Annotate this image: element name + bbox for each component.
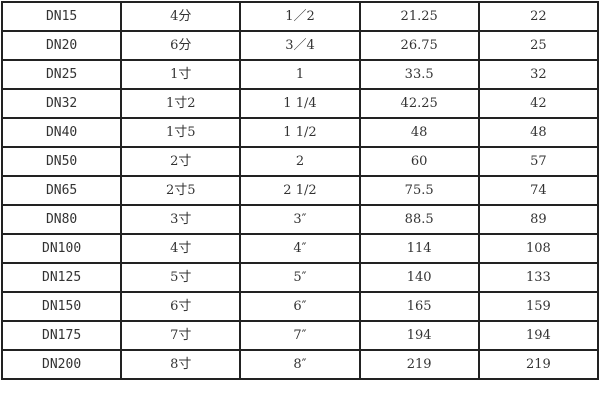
table-row: DN50 2寸 2 60 57 bbox=[0, 146, 600, 177]
cell-chinese-size: 6寸 bbox=[120, 291, 242, 322]
cell-nominal-diameter: DN50 bbox=[0, 146, 123, 177]
cell-outer-diameter-b: 133 bbox=[477, 262, 600, 293]
cell-nominal-diameter: DN200 bbox=[0, 349, 123, 380]
cell-outer-diameter-b: 74 bbox=[477, 175, 600, 206]
cell-inch-size: 4″ bbox=[239, 233, 361, 264]
table-row: DN125 5寸 5″ 140 133 bbox=[0, 262, 600, 293]
cell-nominal-diameter: DN40 bbox=[0, 117, 123, 148]
cell-nominal-diameter: DN20 bbox=[0, 30, 123, 61]
cell-outer-diameter-b: 42 bbox=[477, 88, 600, 119]
cell-inch-size: 1／2 bbox=[239, 1, 361, 32]
cell-outer-diameter-b: 108 bbox=[477, 233, 600, 264]
cell-outer-diameter-a: 88.5 bbox=[358, 204, 480, 235]
cell-nominal-diameter: DN100 bbox=[0, 233, 123, 264]
cell-outer-diameter-a: 194 bbox=[358, 320, 480, 351]
cell-outer-diameter-a: 114 bbox=[358, 233, 480, 264]
cell-outer-diameter-a: 48 bbox=[358, 117, 480, 148]
cell-inch-size: 8″ bbox=[239, 349, 361, 380]
cell-inch-size: 7″ bbox=[239, 320, 361, 351]
cell-outer-diameter-a: 33.5 bbox=[358, 59, 480, 90]
table-row: DN150 6寸 6″ 165 159 bbox=[0, 291, 600, 322]
table-row: DN20 6分 3／4 26.75 25 bbox=[0, 30, 600, 61]
cell-nominal-diameter: DN32 bbox=[0, 88, 123, 119]
cell-inch-size: 2 bbox=[239, 146, 361, 177]
cell-outer-diameter-b: 57 bbox=[477, 146, 600, 177]
cell-inch-size: 1 1/4 bbox=[239, 88, 361, 119]
table-row: DN200 8寸 8″ 219 219 bbox=[0, 349, 600, 380]
cell-outer-diameter-b: 32 bbox=[477, 59, 600, 90]
cell-outer-diameter-a: 21.25 bbox=[358, 1, 480, 32]
cell-chinese-size: 8寸 bbox=[120, 349, 242, 380]
table-row: DN100 4寸 4″ 114 108 bbox=[0, 233, 600, 264]
table-row: DN65 2寸5 2 1/2 75.5 74 bbox=[0, 175, 600, 206]
cell-outer-diameter-a: 140 bbox=[358, 262, 480, 293]
table-row: DN80 3寸 3″ 88.5 89 bbox=[0, 204, 600, 235]
cell-outer-diameter-a: 60 bbox=[358, 146, 480, 177]
table-row: DN32 1寸2 1 1/4 42.25 42 bbox=[0, 88, 600, 119]
table-row: DN175 7寸 7″ 194 194 bbox=[0, 320, 600, 351]
cell-outer-diameter-a: 219 bbox=[358, 349, 480, 380]
cell-nominal-diameter: DN175 bbox=[0, 320, 123, 351]
cell-chinese-size: 1寸2 bbox=[120, 88, 242, 119]
cell-outer-diameter-b: 194 bbox=[477, 320, 600, 351]
pipe-size-table: DN15 4分 1／2 21.25 22 DN20 6分 3／4 26.75 25 DN25 1寸 1 3… bbox=[0, 1, 600, 380]
table-row: DN25 1寸 1 33.5 32 bbox=[0, 59, 600, 90]
cell-chinese-size: 6分 bbox=[120, 30, 242, 61]
cell-chinese-size: 4寸 bbox=[120, 233, 242, 264]
cell-nominal-diameter: DN15 bbox=[0, 1, 123, 32]
cell-nominal-diameter: DN125 bbox=[0, 262, 123, 293]
cell-chinese-size: 5寸 bbox=[120, 262, 242, 293]
cell-inch-size: 2 1/2 bbox=[239, 175, 361, 206]
cell-chinese-size: 2寸5 bbox=[120, 175, 242, 206]
cell-inch-size: 3／4 bbox=[239, 30, 361, 61]
cell-chinese-size: 7寸 bbox=[120, 320, 242, 351]
cell-outer-diameter-b: 159 bbox=[477, 291, 600, 322]
cell-inch-size: 5″ bbox=[239, 262, 361, 293]
cell-inch-size: 1 bbox=[239, 59, 361, 90]
cell-chinese-size: 4分 bbox=[120, 1, 242, 32]
cell-inch-size: 1 1/2 bbox=[239, 117, 361, 148]
cell-outer-diameter-a: 75.5 bbox=[358, 175, 480, 206]
cell-outer-diameter-b: 48 bbox=[477, 117, 600, 148]
cell-outer-diameter-b: 22 bbox=[477, 1, 600, 32]
cell-nominal-diameter: DN25 bbox=[0, 59, 123, 90]
table-row: DN40 1寸5 1 1/2 48 48 bbox=[0, 117, 600, 148]
cell-inch-size: 6″ bbox=[239, 291, 361, 322]
cell-nominal-diameter: DN65 bbox=[0, 175, 123, 206]
cell-outer-diameter-b: 25 bbox=[477, 30, 600, 61]
cell-inch-size: 3″ bbox=[239, 204, 361, 235]
cell-outer-diameter-a: 26.75 bbox=[358, 30, 480, 61]
cell-nominal-diameter: DN150 bbox=[0, 291, 123, 322]
cell-chinese-size: 1寸 bbox=[120, 59, 242, 90]
cell-outer-diameter-b: 219 bbox=[477, 349, 600, 380]
cell-chinese-size: 2寸 bbox=[120, 146, 242, 177]
cell-nominal-diameter: DN80 bbox=[0, 204, 123, 235]
cell-outer-diameter-a: 42.25 bbox=[358, 88, 480, 119]
cell-outer-diameter-b: 89 bbox=[477, 204, 600, 235]
cell-chinese-size: 1寸5 bbox=[120, 117, 242, 148]
table-row: DN15 4分 1／2 21.25 22 bbox=[0, 1, 600, 32]
cell-outer-diameter-a: 165 bbox=[358, 291, 480, 322]
cell-chinese-size: 3寸 bbox=[120, 204, 242, 235]
